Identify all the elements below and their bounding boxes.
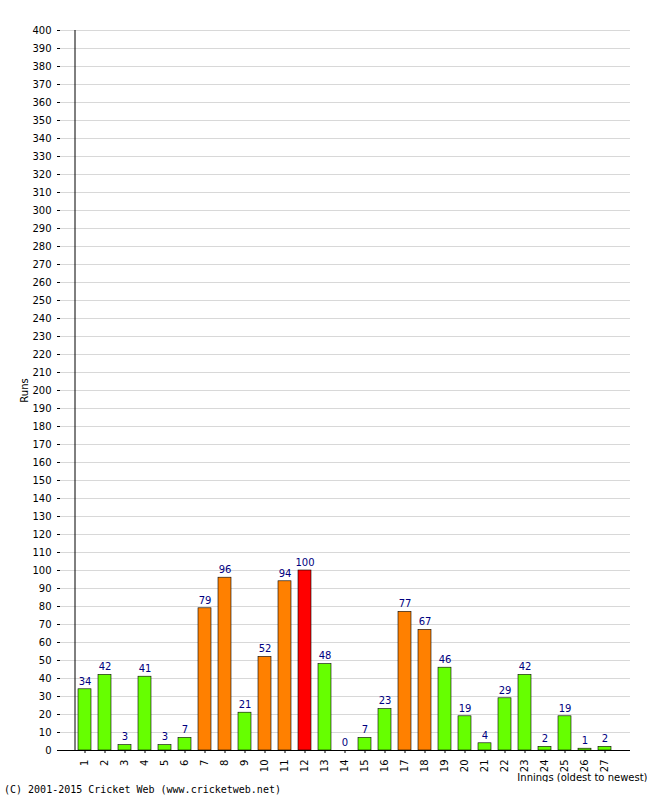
- svg-text:19: 19: [459, 703, 472, 714]
- svg-text:70: 70: [39, 619, 52, 630]
- svg-text:150: 150: [32, 475, 51, 486]
- svg-text:330: 330: [32, 151, 51, 162]
- svg-text:260: 260: [32, 277, 51, 288]
- svg-text:77: 77: [399, 598, 412, 609]
- svg-text:24: 24: [539, 760, 550, 773]
- svg-text:7: 7: [182, 724, 188, 735]
- svg-text:Runs: Runs: [19, 378, 30, 402]
- svg-text:90: 90: [39, 583, 52, 594]
- svg-text:0: 0: [45, 745, 51, 756]
- svg-text:25: 25: [559, 760, 570, 773]
- svg-text:210: 210: [32, 367, 51, 378]
- svg-text:4: 4: [139, 760, 150, 766]
- svg-text:3: 3: [162, 731, 168, 742]
- svg-text:140: 140: [32, 493, 51, 504]
- svg-text:1: 1: [582, 735, 588, 746]
- svg-text:370: 370: [32, 79, 51, 90]
- svg-text:240: 240: [32, 313, 51, 324]
- svg-text:20: 20: [459, 760, 470, 773]
- svg-text:23: 23: [519, 760, 530, 773]
- svg-text:10: 10: [39, 727, 52, 738]
- svg-text:280: 280: [32, 241, 51, 252]
- svg-text:42: 42: [99, 661, 112, 672]
- svg-text:4: 4: [482, 730, 488, 741]
- svg-text:110: 110: [32, 547, 51, 558]
- svg-text:160: 160: [32, 457, 51, 468]
- svg-text:130: 130: [32, 511, 51, 522]
- svg-text:170: 170: [32, 439, 51, 450]
- svg-text:180: 180: [32, 421, 51, 432]
- svg-text:18: 18: [419, 760, 430, 773]
- svg-text:300: 300: [32, 205, 51, 216]
- svg-text:230: 230: [32, 331, 51, 342]
- svg-text:21: 21: [239, 699, 252, 710]
- svg-text:48: 48: [319, 650, 332, 661]
- svg-text:14: 14: [339, 760, 350, 773]
- svg-text:220: 220: [32, 349, 51, 360]
- svg-text:41: 41: [139, 663, 152, 674]
- svg-text:19: 19: [559, 703, 572, 714]
- svg-text:34: 34: [79, 676, 92, 687]
- svg-text:380: 380: [32, 61, 51, 72]
- svg-text:340: 340: [32, 133, 51, 144]
- svg-text:6: 6: [179, 760, 190, 766]
- svg-text:100: 100: [295, 557, 314, 568]
- svg-text:50: 50: [39, 655, 52, 666]
- svg-text:17: 17: [399, 760, 410, 773]
- svg-text:350: 350: [32, 115, 51, 126]
- svg-text:2: 2: [542, 733, 548, 744]
- svg-text:390: 390: [32, 43, 51, 54]
- svg-text:23: 23: [379, 695, 392, 706]
- svg-text:46: 46: [439, 654, 452, 665]
- svg-text:2: 2: [99, 760, 110, 766]
- svg-text:200: 200: [32, 385, 51, 396]
- svg-text:360: 360: [32, 97, 51, 108]
- svg-text:13: 13: [319, 760, 330, 773]
- svg-text:2: 2: [602, 733, 608, 744]
- svg-text:96: 96: [219, 564, 232, 575]
- svg-text:27: 27: [599, 760, 610, 773]
- svg-text:79: 79: [199, 595, 212, 606]
- svg-text:100: 100: [32, 565, 51, 576]
- svg-text:16: 16: [379, 760, 390, 773]
- svg-text:9: 9: [239, 760, 250, 766]
- svg-text:3: 3: [119, 760, 130, 766]
- svg-text:10: 10: [259, 760, 270, 773]
- svg-text:1: 1: [79, 760, 90, 766]
- svg-text:11: 11: [279, 760, 290, 773]
- svg-text:7: 7: [362, 724, 368, 735]
- svg-text:94: 94: [279, 568, 292, 579]
- svg-text:0: 0: [342, 737, 348, 748]
- svg-text:30: 30: [39, 691, 52, 702]
- svg-text:67: 67: [419, 616, 432, 627]
- svg-text:29: 29: [499, 685, 512, 696]
- svg-text:250: 250: [32, 295, 51, 306]
- svg-text:190: 190: [32, 403, 51, 414]
- svg-text:5: 5: [159, 760, 170, 766]
- svg-text:7: 7: [199, 760, 210, 766]
- svg-text:20: 20: [39, 709, 52, 720]
- svg-text:310: 310: [32, 187, 51, 198]
- html-text:(C) 2001-2015 Cricket Web (www: (C) 2001-2015 Cricket Web (www.cricketwe…: [4, 784, 281, 795]
- svg-text:40: 40: [39, 673, 52, 684]
- svg-text:270: 270: [32, 259, 51, 270]
- svg-text:320: 320: [32, 169, 51, 180]
- svg-text:290: 290: [32, 223, 51, 234]
- svg-text:26: 26: [579, 760, 590, 773]
- svg-text:21: 21: [479, 760, 490, 773]
- svg-text:19: 19: [439, 760, 450, 773]
- svg-text:400: 400: [32, 25, 51, 36]
- svg-text:60: 60: [39, 637, 52, 648]
- svg-text:52: 52: [259, 643, 272, 654]
- svg-text:42: 42: [519, 661, 532, 672]
- svg-text:120: 120: [32, 529, 51, 540]
- svg-text:22: 22: [499, 760, 510, 773]
- svg-text:8: 8: [219, 760, 230, 766]
- svg-text:15: 15: [359, 760, 370, 773]
- svg-text:Innings (oldest to newest): Innings (oldest to newest): [517, 772, 647, 783]
- svg-text:3: 3: [122, 731, 128, 742]
- svg-text:80: 80: [39, 601, 52, 612]
- svg-text:12: 12: [299, 760, 310, 773]
